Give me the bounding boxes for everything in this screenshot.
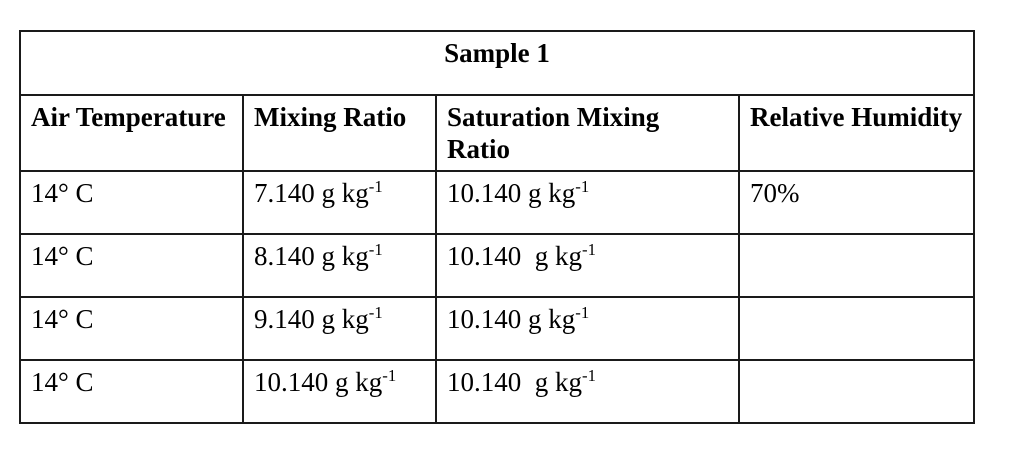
- column-header-relative-humidity: Relative Humidity: [737, 94, 976, 172]
- cell-mixing-ratio: 10.140 g kg-1: [242, 358, 437, 424]
- saturation-mixing-ratio-value: 10.140 g kg: [447, 240, 582, 271]
- mixing-ratio-value: 10.140 g kg: [254, 366, 383, 397]
- cell-saturation-mixing-ratio: 10.140 g kg-1: [435, 169, 740, 235]
- unit-superscript: -1: [368, 302, 383, 322]
- sample-table: Sample 1 Air Temperature Mixing Ratio Sa…: [18, 30, 976, 424]
- unit-superscript: -1: [582, 239, 596, 259]
- unit-superscript: -1: [368, 176, 383, 196]
- mixing-ratio-value: 8.140 g kg: [254, 240, 369, 271]
- unit-superscript: -1: [582, 365, 596, 385]
- unit-superscript: -1: [382, 365, 397, 385]
- table-row: 14° C 9.140 g kg-1 10.140 g kg-1: [19, 295, 976, 361]
- cell-relative-humidity: [737, 295, 976, 361]
- cell-relative-humidity: 70%: [737, 169, 976, 235]
- cell-air-temperature: 14° C: [19, 295, 244, 361]
- column-header-saturation-mixing-ratio: Saturation Mixing Ratio: [435, 94, 740, 172]
- unit-superscript: -1: [368, 239, 383, 259]
- cell-saturation-mixing-ratio: 10.140 g kg-1: [435, 295, 740, 361]
- table-title: Sample 1: [18, 30, 976, 96]
- saturation-mixing-ratio-value: 10.140 g kg: [447, 303, 576, 334]
- cell-air-temperature: 14° C: [19, 169, 244, 235]
- column-header-air-temperature: Air Temperature: [19, 94, 244, 172]
- table-header-row: Air Temperature Mixing Ratio Saturation …: [19, 94, 976, 172]
- table-row: 14° C 8.140 g kg-1 10.140 g kg-1: [19, 232, 976, 298]
- table-title-row: Sample 1: [18, 30, 976, 96]
- unit-superscript: -1: [575, 302, 590, 322]
- column-header-mixing-ratio: Mixing Ratio: [242, 94, 437, 172]
- saturation-mixing-ratio-value: 10.140 g kg: [447, 177, 576, 208]
- cell-mixing-ratio: 7.140 g kg-1: [242, 169, 437, 235]
- saturation-mixing-ratio-value: 10.140 g kg: [447, 366, 582, 397]
- cell-saturation-mixing-ratio: 10.140 g kg-1: [435, 358, 740, 424]
- cell-mixing-ratio: 9.140 g kg-1: [242, 295, 437, 361]
- table-row: 14° C 7.140 g kg-1 10.140 g kg-1 70%: [19, 169, 976, 235]
- cell-air-temperature: 14° C: [19, 358, 244, 424]
- table-row: 14° C 10.140 g kg-1 10.140 g kg-1: [19, 358, 976, 424]
- cell-relative-humidity: [737, 358, 976, 424]
- cell-mixing-ratio: 8.140 g kg-1: [242, 232, 437, 298]
- cell-saturation-mixing-ratio: 10.140 g kg-1: [435, 232, 740, 298]
- cell-relative-humidity: [737, 232, 976, 298]
- mixing-ratio-value: 9.140 g kg: [254, 303, 369, 334]
- unit-superscript: -1: [575, 176, 590, 196]
- cell-air-temperature: 14° C: [19, 232, 244, 298]
- mixing-ratio-value: 7.140 g kg: [254, 177, 369, 208]
